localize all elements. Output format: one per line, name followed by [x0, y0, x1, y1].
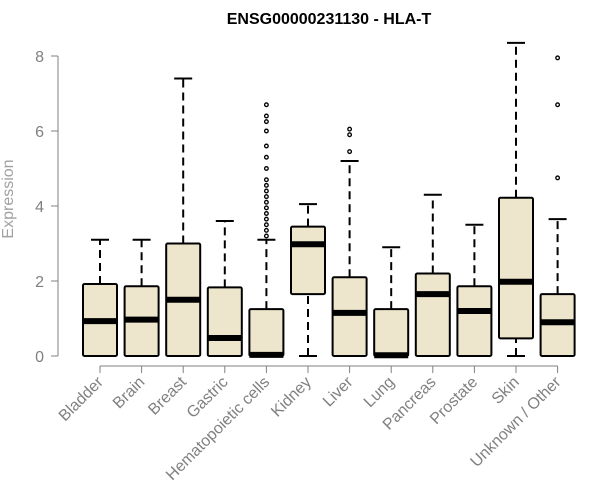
x-tick-label: Brain — [110, 374, 148, 412]
outlier-point — [263, 113, 269, 119]
box-pancreas — [414, 193, 451, 357]
outlier-point — [263, 233, 269, 239]
y-tick-label: 0 — [35, 349, 44, 366]
y-tick-label: 6 — [35, 124, 44, 141]
outlier-point — [263, 128, 269, 134]
outlier-point — [555, 175, 561, 181]
box-rect — [248, 308, 285, 357]
outlier-point — [263, 119, 269, 125]
box-bladder — [82, 238, 118, 357]
outlier-point — [263, 211, 269, 216]
box-breast — [165, 77, 202, 357]
box-unknown-other — [539, 55, 576, 357]
box-series — [82, 41, 576, 359]
x-tick-label: Kidney — [268, 374, 315, 421]
outlier-point — [263, 194, 269, 200]
outlier-point — [263, 199, 269, 205]
box-rect — [498, 196, 534, 340]
y-tick-label: 4 — [35, 199, 44, 216]
x-tick-label: Breast — [145, 373, 190, 418]
box-skin — [498, 41, 534, 357]
box-lung — [373, 246, 410, 359]
outlier-point — [347, 132, 353, 138]
box-rect — [331, 276, 368, 357]
box-rect — [290, 225, 326, 296]
box-rect — [373, 308, 410, 357]
chart-title: ENSG00000231130 - HLA-T — [227, 11, 432, 28]
outlier-point — [263, 102, 269, 108]
box-rect — [206, 286, 243, 357]
y-tick-label: 2 — [35, 274, 44, 291]
outlier-point — [347, 149, 353, 155]
y-axis-label: Expression — [0, 159, 17, 238]
x-tick-label: Lung — [361, 374, 398, 411]
outlier-point — [347, 126, 353, 132]
box-liver — [331, 126, 368, 357]
outlier-point — [555, 55, 561, 61]
box-prostate — [456, 223, 493, 357]
outlier-point — [263, 216, 269, 222]
y-tick-label: 8 — [35, 49, 44, 66]
box-rect — [456, 285, 493, 357]
outlier-point — [263, 154, 269, 160]
outlier-point — [263, 205, 269, 211]
box-hematopoietic-cells — [248, 102, 285, 358]
box-gastric — [206, 220, 243, 357]
outlier-point — [263, 166, 269, 171]
outlier-point — [263, 182, 269, 188]
x-tick-label: Liver — [320, 373, 357, 410]
outlier-point — [263, 222, 269, 228]
x-tick-label: Bladder — [56, 373, 107, 424]
box-rect — [414, 272, 451, 357]
x-tick-label: Skin — [489, 374, 523, 408]
box-brain — [123, 238, 160, 357]
outlier-point — [263, 227, 269, 233]
y-axis: 0 2 4 6 8 — [35, 49, 59, 366]
outlier-point — [263, 143, 269, 149]
outlier-point — [555, 102, 561, 108]
box-kidney — [290, 203, 326, 357]
outlier-point — [263, 177, 269, 183]
outlier-point — [263, 188, 269, 194]
